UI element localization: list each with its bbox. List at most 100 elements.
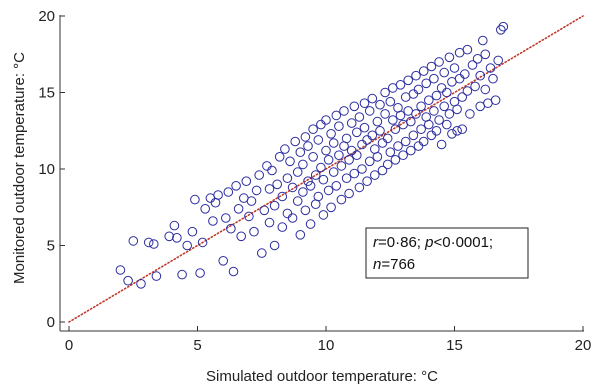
data-point [349,168,360,179]
data-point [375,99,385,110]
annotation-segment: p [424,234,433,251]
data-point [457,92,468,102]
data-point [285,156,295,167]
data-point [442,119,452,130]
data-point [357,164,367,174]
data-point [434,115,444,125]
data-point [341,173,352,183]
data-point [488,73,498,84]
data-point [295,147,306,157]
data-point [259,205,270,216]
data-point [316,162,326,173]
data-point [267,165,277,176]
data-point [382,159,393,170]
data-point [434,57,444,67]
annotation-segment: n [373,256,381,273]
data-point [303,176,313,186]
x-tick-label: 10 [318,337,335,354]
data-point [439,101,450,112]
data-point [287,182,298,193]
data-point [236,231,246,242]
data-point [123,275,133,286]
data-point [454,73,465,84]
data-point [444,109,455,119]
data-point [305,219,316,229]
data-point [334,150,344,160]
data-point [233,204,244,214]
data-point [364,156,375,167]
annotation-segment: =0·86; [378,234,425,251]
data-point [406,116,416,127]
data-point [277,191,288,202]
stats-annotation-frame [365,227,529,279]
data-point [149,239,159,249]
data-point [444,52,455,63]
data-point [251,185,262,196]
data-point [496,25,506,35]
data-point [457,124,468,134]
data-point [344,188,354,199]
data-point [359,122,370,133]
data-point [313,135,324,145]
data-point [326,129,336,139]
data-point [169,220,180,231]
data-point [226,223,236,234]
data-point [400,136,411,147]
data-point [362,135,372,145]
data-point [277,222,288,232]
data-point [398,150,408,160]
data-point [413,141,424,151]
data-point [382,133,393,144]
data-point [408,89,419,99]
data-point [436,139,447,150]
data-point [300,132,311,142]
data-point [388,115,398,125]
data-point [367,93,378,104]
data-point [346,118,357,128]
data-point [354,112,365,122]
data-point [416,124,426,134]
data-point [393,141,403,151]
y-tick-label: 0 [47,314,55,331]
data-point [403,75,414,86]
data-point [331,181,342,191]
data-point [390,124,401,134]
data-point [318,174,329,185]
stats-annotation-line-2: n=766 [373,256,415,273]
data-point [467,60,478,70]
data-point [462,86,473,96]
data-point [336,161,347,171]
data-point [254,170,265,180]
data-point [292,167,303,177]
data-point [357,139,367,150]
data-point [295,230,306,240]
data-point [475,70,486,81]
data-point [272,179,283,190]
data-point [190,194,200,205]
data-point [364,106,375,116]
data-point [287,213,298,223]
data-point [308,124,318,134]
data-point [367,130,378,141]
data-point [431,90,442,101]
data-point [282,208,293,219]
data-point [439,67,450,78]
data-point [413,84,424,95]
data-point [323,155,334,165]
y-tick-label: 15 [38,85,55,102]
x-axis-title: Simulated outdoor temperature: °C [206,368,438,385]
data-point [313,191,324,202]
reference-line-layer [68,15,584,323]
data-point [449,63,460,73]
data-point [460,69,470,79]
annotation-segment: =766 [381,256,415,273]
identity-reference-line [68,15,584,323]
data-point [143,237,154,248]
y-tick-label: 20 [38,8,55,25]
data-point [341,133,352,144]
data-point [370,170,380,180]
data-point [164,231,174,242]
data-point [316,119,326,130]
data-point [241,176,252,186]
